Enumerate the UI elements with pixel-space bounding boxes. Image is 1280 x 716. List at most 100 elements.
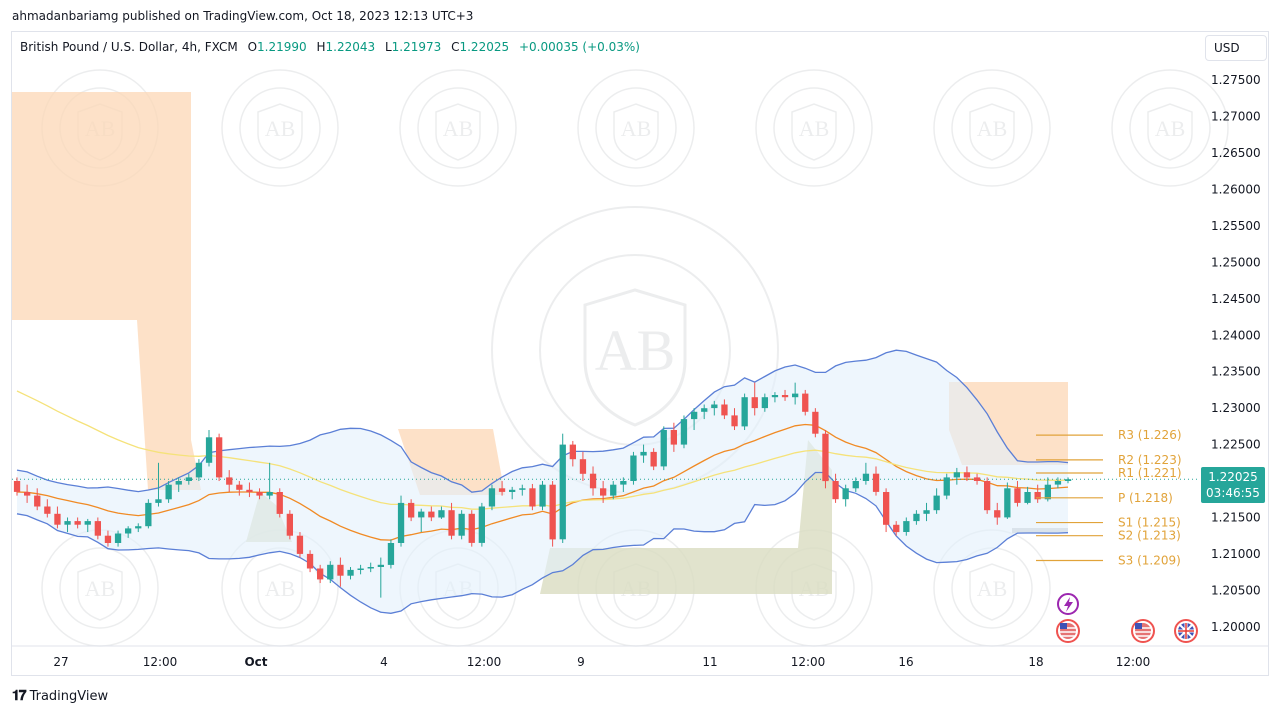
candle[interactable] (842, 484, 849, 507)
candle[interactable] (367, 562, 374, 573)
candle[interactable] (761, 393, 768, 412)
candle[interactable] (104, 530, 112, 547)
candle[interactable] (387, 539, 395, 569)
candle[interactable] (994, 502, 1001, 525)
candle[interactable] (84, 518, 91, 533)
uk-flag-icon[interactable] (1174, 619, 1198, 643)
candle[interactable] (155, 462, 162, 507)
candle[interactable] (74, 517, 81, 529)
candle[interactable] (711, 400, 718, 416)
candle[interactable] (498, 481, 506, 496)
candle[interactable] (34, 488, 41, 511)
candle[interactable] (620, 477, 627, 492)
candle[interactable] (771, 392, 779, 403)
candle[interactable] (1064, 477, 1072, 484)
candle[interactable] (205, 430, 213, 467)
candle[interactable] (145, 499, 152, 529)
candle[interactable] (529, 483, 536, 511)
candle[interactable] (54, 506, 61, 529)
candle[interactable] (802, 389, 809, 416)
candle[interactable] (832, 473, 839, 503)
bollinger-upper-line[interactable] (16, 349, 1069, 493)
candle[interactable] (893, 521, 900, 536)
candle[interactable] (296, 532, 304, 558)
candle[interactable] (377, 557, 384, 598)
candle[interactable] (337, 557, 344, 587)
candle[interactable] (1054, 477, 1062, 489)
candle[interactable] (731, 408, 738, 431)
tradingview-logo-icon[interactable]: 𝟏𝟕 (12, 688, 27, 704)
candle[interactable] (1014, 481, 1021, 507)
candle[interactable] (691, 408, 698, 431)
candle[interactable] (468, 510, 475, 547)
candle[interactable] (165, 481, 172, 503)
candle[interactable] (640, 444, 647, 463)
candle[interactable] (872, 466, 880, 496)
candle[interactable] (680, 415, 688, 449)
candle[interactable] (13, 477, 21, 496)
candle[interactable] (478, 502, 485, 547)
symbol-title[interactable]: British Pound / U.S. Dollar, 4h, FXCM (20, 40, 238, 54)
candle[interactable] (933, 488, 940, 514)
candle[interactable] (135, 523, 142, 533)
candle[interactable] (610, 481, 617, 500)
candle[interactable] (579, 451, 587, 482)
candle[interactable] (195, 459, 203, 482)
candle[interactable] (781, 389, 789, 401)
bollinger-lower-line[interactable] (16, 471, 1069, 614)
candle[interactable] (216, 433, 223, 482)
candle[interactable] (903, 517, 910, 536)
candle[interactable] (852, 477, 859, 492)
candle[interactable] (630, 451, 637, 485)
candle[interactable] (670, 422, 677, 452)
candle[interactable] (589, 466, 597, 496)
candle[interactable] (751, 382, 758, 416)
chart-pane[interactable] (11, 31, 1269, 676)
candle[interactable] (963, 466, 971, 482)
candle[interactable] (347, 567, 354, 580)
candle[interactable] (256, 488, 263, 500)
candle[interactable] (1024, 486, 1031, 505)
candle[interactable] (306, 550, 314, 573)
candle[interactable] (519, 484, 526, 496)
supply-zone-left[interactable] (12, 92, 201, 490)
candle[interactable] (94, 517, 101, 540)
candle[interactable] (438, 506, 445, 519)
candle[interactable] (458, 510, 465, 540)
candle[interactable] (418, 508, 425, 533)
candle[interactable] (559, 433, 566, 543)
candle[interactable] (650, 448, 657, 471)
candle[interactable] (660, 426, 667, 471)
candle[interactable] (822, 430, 829, 489)
candle[interactable] (428, 506, 435, 522)
candle[interactable] (397, 495, 405, 547)
candle[interactable] (984, 477, 991, 514)
candle[interactable] (1034, 484, 1041, 503)
candle[interactable] (953, 467, 960, 485)
candle[interactable] (408, 499, 415, 522)
candle[interactable] (226, 470, 233, 492)
candle[interactable] (276, 488, 283, 518)
candle[interactable] (175, 477, 182, 492)
candle[interactable] (125, 526, 132, 538)
candle[interactable] (569, 440, 576, 467)
candle[interactable] (539, 481, 546, 511)
candle[interactable] (973, 473, 981, 485)
candle[interactable] (357, 564, 364, 575)
currency-button[interactable]: USD (1205, 35, 1267, 61)
candle[interactable] (286, 510, 293, 540)
candle[interactable] (114, 530, 122, 547)
demand-zone-oct6[interactable] (540, 440, 832, 594)
us-flag-icon[interactable] (1056, 619, 1080, 643)
candle[interactable] (327, 561, 334, 584)
candle[interactable] (317, 564, 324, 584)
time-axis[interactable]: 27 12:00 Oct 4 12:00 9 11 12:00 16 18 12:00 (12, 645, 1268, 669)
candle[interactable] (24, 484, 31, 503)
candle[interactable] (185, 473, 192, 485)
candle[interactable] (923, 502, 930, 522)
candle[interactable] (883, 488, 890, 533)
footer-brand[interactable]: TradingView (29, 688, 109, 704)
candle[interactable] (266, 462, 273, 500)
price-axis[interactable]: 1.27500 1.27000 1.26500 1.26000 1.25500 1.250… (1211, 73, 1261, 634)
